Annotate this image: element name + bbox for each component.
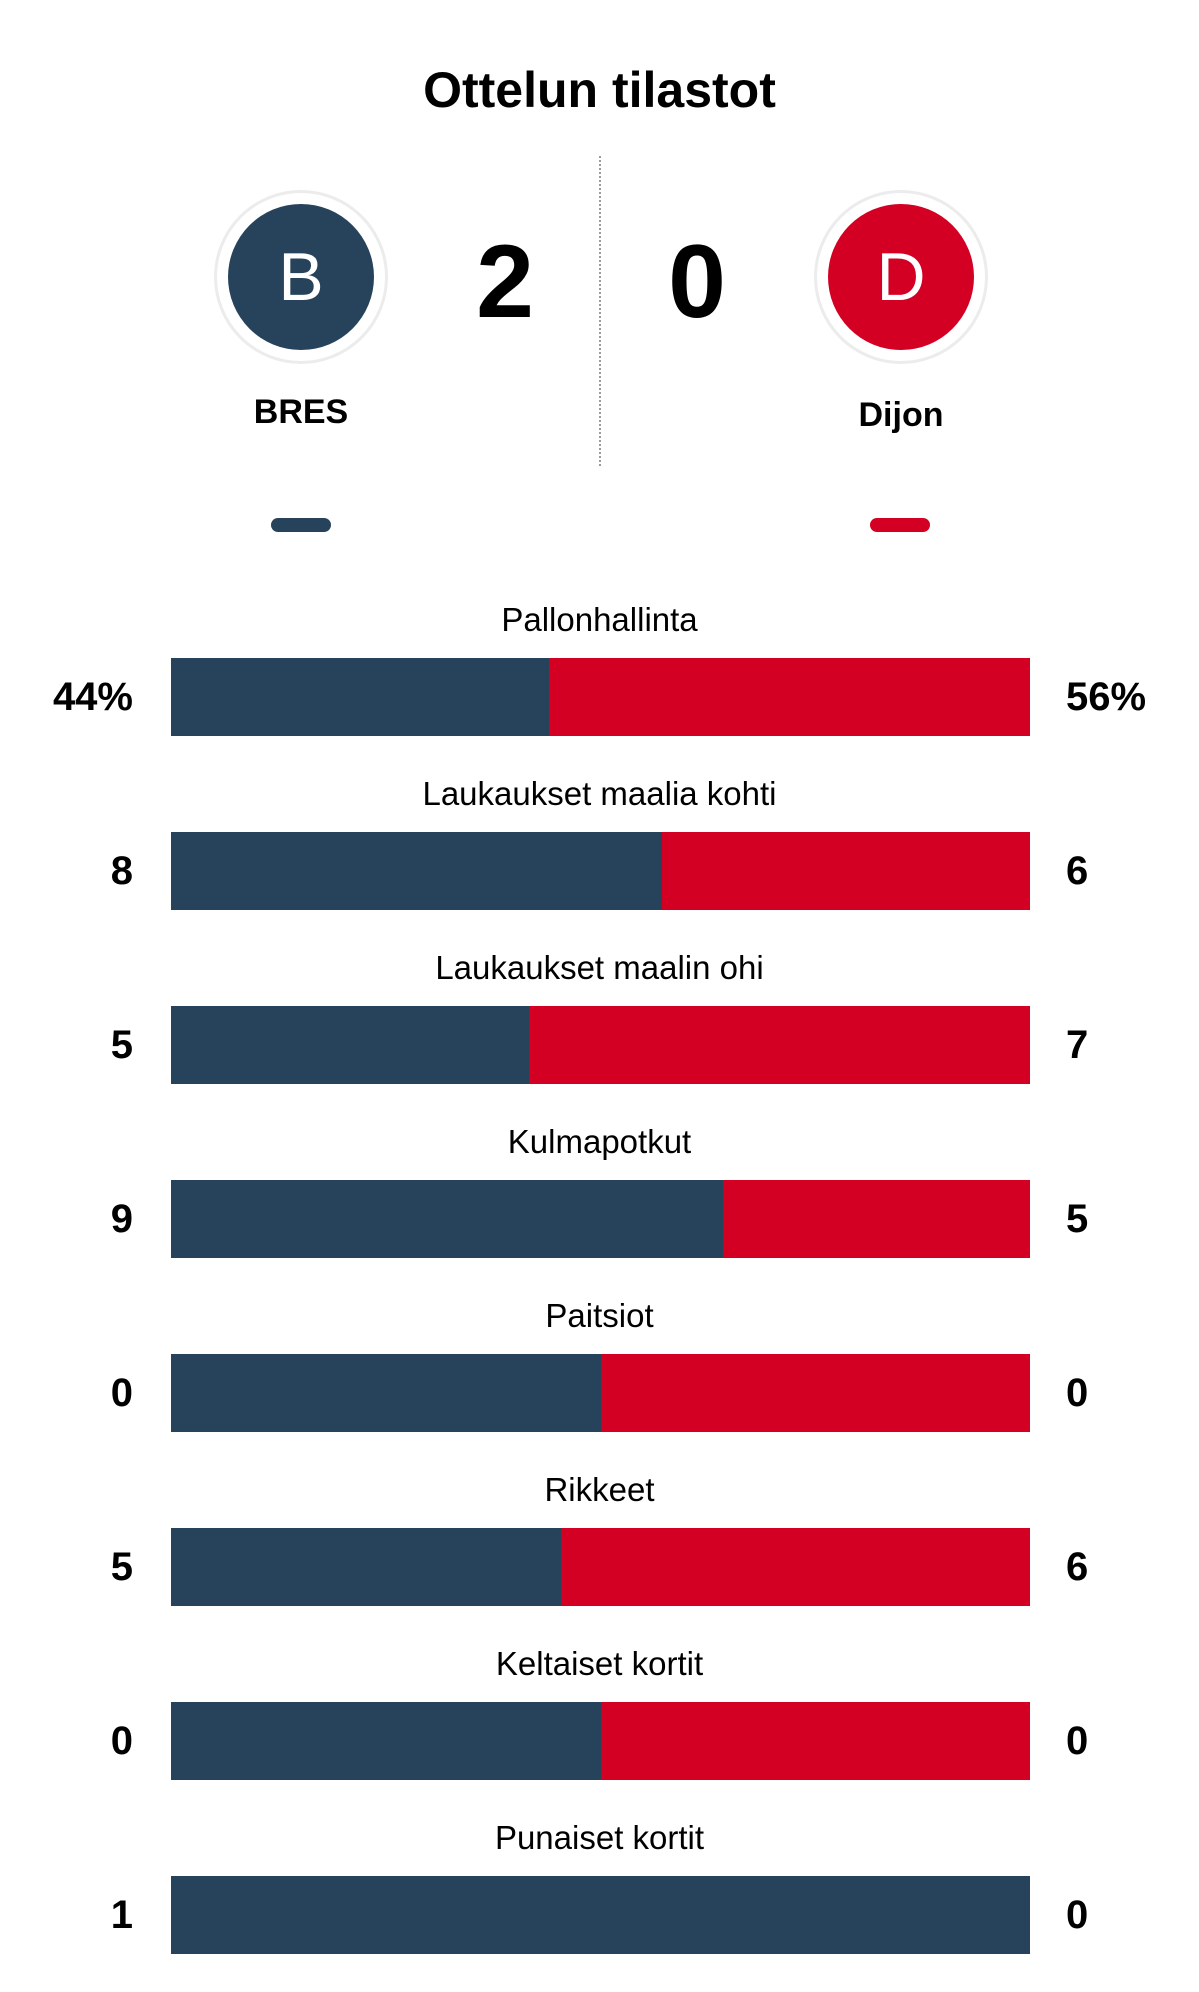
stat-home-value: 44%: [52, 675, 133, 719]
away-team-logo-initial: D: [828, 204, 974, 350]
stat-home-value: 0: [110, 1719, 133, 1763]
stat-bar-home-segment: [171, 658, 549, 736]
stat-bar: [171, 1006, 1030, 1084]
stat-row: Kulmapotkut 9 5: [0, 1122, 1199, 1296]
stat-label: Kulmapotkut: [507, 1123, 692, 1160]
stat-bar: [171, 832, 1030, 910]
home-team-name: BRES: [253, 393, 349, 431]
stat-away-value: 0: [1066, 1719, 1089, 1763]
stat-bar: [171, 1528, 1030, 1606]
stat-bar-home-segment: [171, 1528, 562, 1606]
stat-home-value: 1: [110, 1893, 133, 1937]
stat-home-value: 0: [110, 1371, 133, 1415]
stat-bar-away-segment: [561, 1528, 1030, 1606]
stat-label: Laukaukset maalia kohti: [422, 775, 777, 812]
page-title: Ottelun tilastot: [423, 62, 776, 118]
stat-bar-home-segment: [171, 1876, 1030, 1954]
stat-bar-away-segment: [600, 1354, 1030, 1432]
stat-row: Punaiset kortit 1 0: [0, 1818, 1199, 1992]
stat-away-value: 7: [1066, 1023, 1089, 1067]
away-team-color-indicator: [870, 518, 930, 532]
stat-bar-away-segment: [528, 1006, 1030, 1084]
stat-row: Pallonhallinta 44% 56%: [0, 600, 1199, 774]
stat-away-value: 5: [1066, 1197, 1089, 1241]
stat-home-value: 5: [110, 1545, 133, 1589]
stat-bar-home-segment: [171, 832, 662, 910]
stat-bar: [171, 1180, 1030, 1258]
stat-label: Keltaiset kortit: [495, 1645, 704, 1682]
stat-row: Laukaukset maalia kohti 8 6: [0, 774, 1199, 948]
away-team-score: 0: [668, 224, 726, 340]
stat-home-value: 9: [110, 1197, 133, 1241]
stat-away-value: 0: [1066, 1371, 1089, 1415]
stat-away-value: 56%: [1066, 675, 1147, 719]
stat-home-value: 8: [110, 849, 133, 893]
stat-label: Laukaukset maalin ohi: [435, 949, 764, 986]
home-team-color-indicator: [271, 518, 331, 532]
stat-bar-home-segment: [171, 1006, 529, 1084]
stat-bar-away-segment: [723, 1180, 1030, 1258]
stat-label: Punaiset kortit: [494, 1819, 705, 1856]
stat-bar-home-segment: [171, 1702, 601, 1780]
stat-bar-away-segment: [548, 658, 1030, 736]
home-team-logo: B: [214, 190, 388, 364]
stat-bar: [171, 1702, 1030, 1780]
stat-bar-away-segment: [600, 1702, 1030, 1780]
away-team-name: Dijon: [858, 396, 944, 434]
stat-label: Paitsiot: [545, 1297, 654, 1334]
score-divider: [599, 156, 601, 466]
home-team-logo-initial: B: [228, 204, 374, 350]
stat-bar: [171, 658, 1030, 736]
stat-label: Pallonhallinta: [501, 601, 698, 638]
away-team-logo: D: [814, 190, 988, 364]
home-team-score: 2: [476, 224, 534, 340]
stat-bar: [171, 1876, 1030, 1954]
stat-row: Paitsiot 0 0: [0, 1296, 1199, 1470]
stat-away-value: 6: [1066, 1545, 1089, 1589]
stat-row: Keltaiset kortit 0 0: [0, 1644, 1199, 1818]
stat-bar-home-segment: [171, 1180, 724, 1258]
stat-bar-away-segment: [661, 832, 1030, 910]
stat-row: Rikkeet 5 6: [0, 1470, 1199, 1644]
stat-away-value: 0: [1066, 1893, 1089, 1937]
stat-row: Laukaukset maalin ohi 5 7: [0, 948, 1199, 1122]
stat-bar-home-segment: [171, 1354, 601, 1432]
stat-bar: [171, 1354, 1030, 1432]
stat-label: Rikkeet: [544, 1471, 655, 1508]
stat-home-value: 5: [110, 1023, 133, 1067]
stat-away-value: 6: [1066, 849, 1089, 893]
